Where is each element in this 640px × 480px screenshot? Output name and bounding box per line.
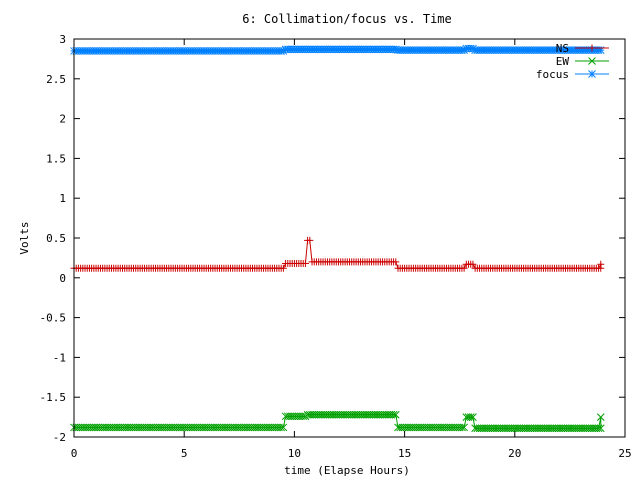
y-tick-label: 1	[59, 192, 66, 205]
legend-marker	[588, 70, 596, 78]
x-tick-label: 20	[508, 447, 521, 460]
x-tick-label: 5	[181, 447, 188, 460]
y-tick-label: 2	[59, 113, 66, 126]
data-point	[301, 259, 309, 267]
data-point	[460, 423, 468, 432]
plot-frame	[73, 38, 626, 438]
data-point	[596, 413, 605, 421]
data-point	[277, 423, 286, 432]
legend-marker	[588, 44, 596, 52]
series-NS	[70, 236, 605, 272]
data-point	[458, 423, 466, 432]
data-point	[594, 424, 603, 433]
series-EW	[70, 410, 605, 433]
x-tick-label: 15	[398, 447, 411, 460]
y-tick-label: 3	[59, 33, 66, 46]
y-tick-label: 2.5	[46, 73, 66, 86]
y-tick-label: -0.5	[40, 312, 67, 325]
x-tick-label: 10	[288, 447, 301, 460]
y-tick-label: -1.5	[40, 391, 67, 404]
legend-label: EW	[556, 55, 570, 68]
data-point	[469, 260, 477, 268]
chart-title: 6: Collimation/focus vs. Time	[242, 12, 452, 26]
y-tick-label: 0	[59, 272, 66, 285]
axis-ticks: 0 5 10 15 20 25 -2 -1.5 -1 -0.5 0 0.5 1 1.5 2 2.5 3	[40, 33, 632, 460]
data-point	[466, 413, 475, 421]
data-point	[306, 236, 314, 244]
data-point	[279, 264, 287, 272]
y-tick-label: -1	[53, 351, 66, 364]
legend-marker	[588, 57, 596, 65]
data-point	[391, 410, 400, 419]
data-point	[596, 424, 605, 433]
y-tick-label: 0.5	[46, 232, 66, 245]
y-axis-label: Volts	[18, 221, 31, 254]
series-layer	[70, 44, 605, 433]
y-tick-label: -2	[53, 431, 66, 444]
data-point	[389, 410, 398, 419]
data-point	[279, 423, 288, 432]
series-line-NS	[74, 239, 602, 269]
legend-label: focus	[536, 68, 569, 81]
data-point	[460, 264, 468, 272]
series-focus	[70, 44, 605, 55]
legend-label: NS	[556, 42, 569, 55]
x-tick-label: 0	[71, 447, 78, 460]
y-tick-label: 1.5	[46, 152, 66, 165]
data-point	[469, 413, 477, 421]
data-point	[392, 258, 400, 266]
x-axis-label: time (Elapse Hours)	[284, 464, 410, 477]
data-point	[597, 264, 605, 272]
data-point	[299, 412, 308, 421]
x-tick-label: 25	[618, 447, 631, 460]
